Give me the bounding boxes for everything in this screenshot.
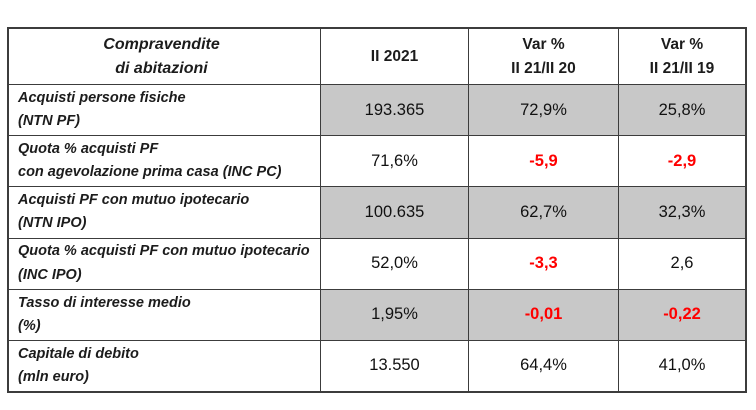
value-cell: -5,9 <box>469 136 619 187</box>
row-label: Acquisti PF con mutuo ipotecario <box>18 192 250 209</box>
column-header-text: Var % <box>522 36 565 54</box>
value-var-21-20: 62,7% <box>520 202 567 221</box>
column-header-text: II 2021 <box>370 47 419 65</box>
value-var-21-19: -2,9 <box>667 151 697 170</box>
value-var-21-19: 41,0% <box>658 356 706 375</box>
table-title-line1: Compravendite <box>103 36 220 54</box>
table-row-tasso-interesse: Tasso di interesse medio (%) 1,95% -0,01… <box>9 289 745 341</box>
row-label-cell: Acquisti PF con mutuo ipotecario (NTN IP… <box>9 187 321 238</box>
value-var-21-20: -5,9 <box>529 151 558 170</box>
value-var-21-19: -0,22 <box>663 305 701 324</box>
row-label-code: (mln euro) <box>18 368 89 385</box>
value-cell: 13.550 <box>321 340 469 392</box>
row-label-code: con agevolazione prima casa (INC PC) <box>18 164 282 181</box>
row-label-code: (NTN PF) <box>18 113 81 130</box>
value-cell: 41,0% <box>619 341 745 391</box>
value-cell: -0,01 <box>469 289 619 340</box>
table-row-acquisti-pf-mutuo: Acquisti PF con mutuo ipotecario (NTN IP… <box>9 187 745 239</box>
table-header-row: Compravendite di abitazioni II 2021 Var … <box>9 29 745 85</box>
value-var-21-20: -0,01 <box>524 305 563 324</box>
value-ii-2021: 100.635 <box>364 202 425 221</box>
row-label-cell: Capitale di debito (mln euro) <box>9 340 321 392</box>
compravendite-table: Compravendite di abitazioni II 2021 Var … <box>7 27 747 393</box>
column-header-text: II 21/II 20 <box>511 59 576 77</box>
value-cell: 2,6 <box>619 239 745 289</box>
table-row-quota-acquisti-pf: Quota % acquisti PF con agevolazione pri… <box>9 136 745 188</box>
column-header-ii-2021: II 2021 <box>321 29 469 84</box>
value-cell: -2,9 <box>619 136 745 186</box>
value-var-21-20: 64,4% <box>520 356 567 375</box>
value-cell: 25,8% <box>619 85 745 136</box>
column-header-text: II 21/II 19 <box>649 59 715 77</box>
table-title-cell: Compravendite di abitazioni <box>9 29 321 84</box>
row-label-cell: Quota % acquisti PF con mutuo ipotecario… <box>9 238 321 289</box>
value-var-21-19: 32,3% <box>658 202 706 221</box>
row-label: Quota % acquisti PF con mutuo ipotecario <box>18 243 310 260</box>
value-var-21-19: 2,6 <box>670 254 694 273</box>
value-cell: 1,95% <box>321 289 469 340</box>
value-var-21-19: 25,8% <box>658 100 706 119</box>
row-label-cell: Acquisti persone fisiche (NTN PF) <box>9 85 321 136</box>
table-title-line2: di abitazioni <box>115 59 208 77</box>
row-label-code: (NTN IPO) <box>18 215 87 232</box>
value-ii-2021: 52,0% <box>371 254 418 273</box>
value-cell: 52,0% <box>321 238 469 289</box>
value-ii-2021: 13.550 <box>369 356 420 375</box>
value-var-21-20: 72,9% <box>520 100 567 119</box>
value-cell: 100.635 <box>321 187 469 238</box>
row-label-code: (INC IPO) <box>18 266 82 283</box>
value-ii-2021: 193.365 <box>364 100 425 119</box>
column-header-text: Var % <box>660 36 704 54</box>
row-label: Capitale di debito <box>18 345 139 362</box>
table-row-capitale-debito: Capitale di debito (mln euro) 13.550 64,… <box>9 340 745 392</box>
value-cell: 193.365 <box>321 85 469 136</box>
row-label: Tasso di interesse medio <box>18 294 191 311</box>
value-cell: 64,4% <box>469 340 619 392</box>
value-cell: 72,9% <box>469 85 619 136</box>
column-header-var-21-19: Var % II 21/II 19 <box>619 29 745 84</box>
value-var-21-20: -3,3 <box>529 254 558 273</box>
row-label-code: (%) <box>18 317 41 334</box>
row-label: Acquisti persone fisiche <box>18 89 186 106</box>
value-ii-2021: 71,6% <box>371 151 418 170</box>
value-cell: 32,3% <box>619 187 745 238</box>
row-label: Quota % acquisti PF <box>18 141 159 158</box>
value-cell: -3,3 <box>469 238 619 289</box>
row-label-cell: Quota % acquisti PF con agevolazione pri… <box>9 136 321 187</box>
value-cell: 62,7% <box>469 187 619 238</box>
value-cell: -0,22 <box>619 289 745 340</box>
table-row-quota-pf-mutuo: Quota % acquisti PF con mutuo ipotecario… <box>9 238 745 290</box>
column-header-var-21-20: Var % II 21/II 20 <box>469 29 619 84</box>
value-cell: 71,6% <box>321 136 469 187</box>
value-ii-2021: 1,95% <box>371 305 418 324</box>
row-label-cell: Tasso di interesse medio (%) <box>9 289 321 340</box>
table-row-acquisti-persone-fisiche: Acquisti persone fisiche (NTN PF) 193.36… <box>9 85 745 137</box>
